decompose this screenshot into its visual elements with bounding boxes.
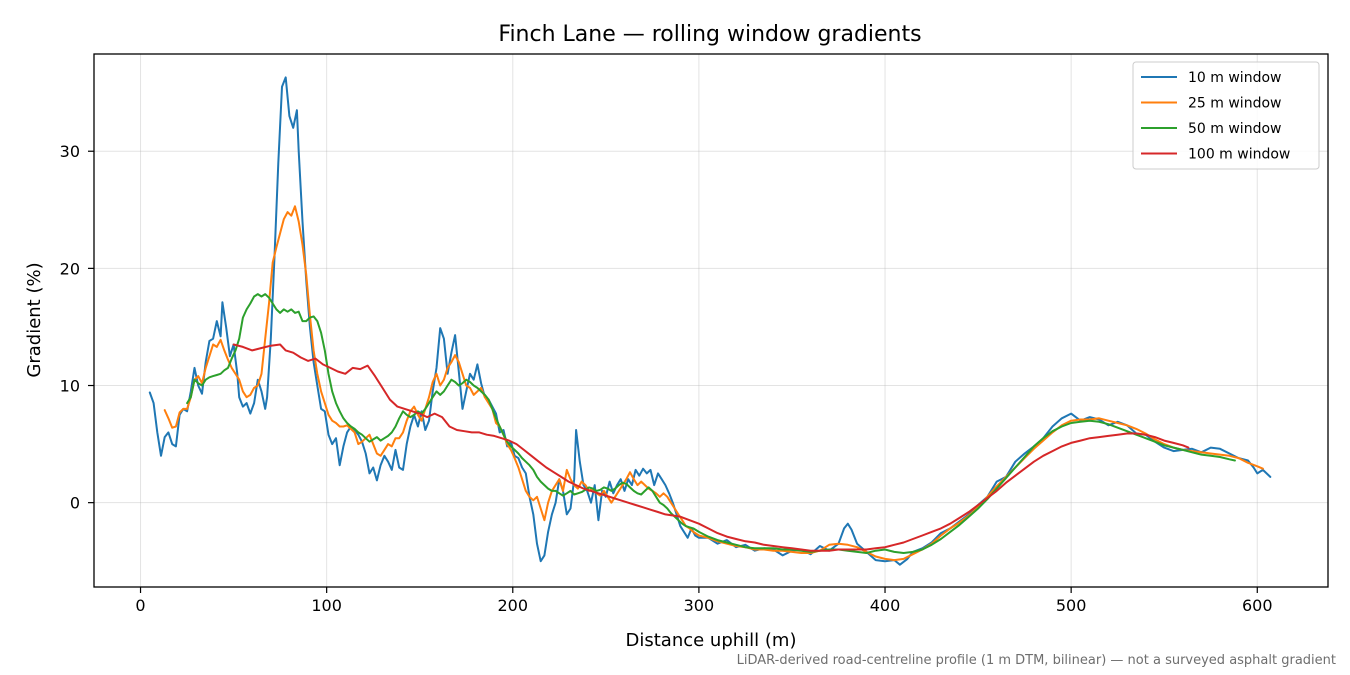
series-line-2 [163,205,1264,562]
legend: 10 m window 25 m window 50 m window 100 m w… [1132,61,1320,170]
chart-title: Finch Lane — rolling window gradients [498,22,921,47]
x-tick-label: 300 [684,596,715,615]
series-line-4 [232,343,1190,552]
y-axis-label: Gradient (%) [24,262,45,377]
x-tick-label: 200 [498,596,529,615]
y-tick-label: 20 [60,259,80,278]
x-tick-label: 500 [1056,596,1087,615]
axis-ticks: 0 100 200 300 400 500 600 0 10 20 30 [60,142,1273,615]
legend-entry: 25 m window [1188,96,1281,112]
y-tick-label: 30 [60,142,80,161]
footnote: LiDAR-derived road-centreline profile (1… [737,653,1336,668]
legend-entry: 100 m window [1188,147,1290,163]
legend-box [1132,61,1320,170]
x-tick-label: 0 [135,596,145,615]
x-tick-label: 400 [870,596,901,615]
y-tick-label: 10 [60,377,80,396]
x-tick-label: 100 [311,596,342,615]
series-lines [148,76,1272,566]
plot-area-frame [93,53,1329,588]
y-tick-label: 0 [70,494,80,513]
x-tick-label: 600 [1242,596,1273,615]
legend-entry: 10 m window [1188,70,1281,86]
x-axis-label: Distance uphill (m) [626,630,797,651]
series-line-3 [186,293,1236,554]
legend-entry: 50 m window [1188,121,1281,137]
